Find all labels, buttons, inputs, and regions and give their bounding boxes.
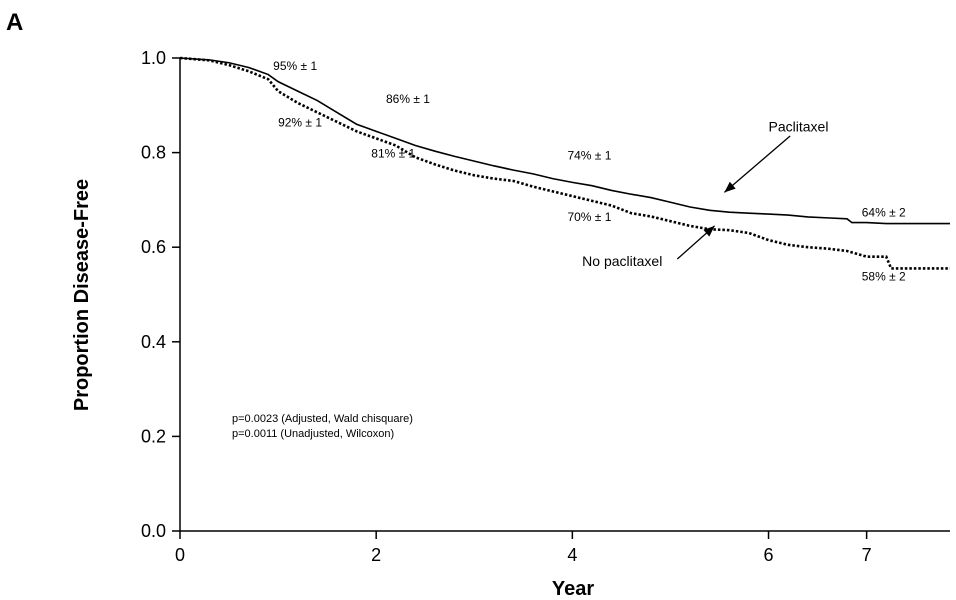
axes [179, 58, 950, 532]
x-tick-label: 0 [175, 545, 185, 565]
stats-line-2: p=0.0011 (Unadjusted, Wilcoxon) [232, 428, 394, 440]
y-tick-label: 0.4 [141, 332, 166, 352]
x-axis-title: Year [552, 578, 594, 600]
series-layer [179, 56, 950, 270]
data-annotation: 81% ± 1 [371, 146, 415, 160]
stats-line-1: p=0.0023 (Adjusted, Wald chisquare) [232, 413, 413, 425]
stats-text: p=0.0023 (Adjusted, Wald chisquare) p=0.… [232, 413, 413, 440]
y-tick-label: 0.6 [141, 237, 166, 257]
y-tick-label: 1.0 [141, 48, 166, 68]
arrow-head [703, 225, 715, 237]
x-ticks: 0 2 4 6 7 [175, 531, 872, 565]
y-ticks: 0.0 0.2 0.4 0.6 0.8 1.0 [141, 48, 180, 541]
data-annotation: 64% ± 2 [862, 205, 906, 219]
arrow-head [724, 181, 736, 193]
annotations-layer: 95% ± 1 92% ± 1 86% ± 1 81% ± 1 74% ± 1 70% ±… [273, 59, 906, 283]
series-label: Paclitaxel [769, 118, 829, 134]
y-tick-label: 0.0 [141, 521, 166, 541]
arrow-shaft [723, 135, 791, 193]
data-annotation: 86% ± 1 [386, 92, 430, 106]
arrows-layer [676, 135, 791, 260]
data-annotation: 74% ± 1 [567, 149, 611, 163]
y-tick-label: 0.2 [141, 426, 166, 446]
x-tick-label: 4 [567, 545, 577, 565]
y-axis-title: Proportion Disease-Free [71, 179, 93, 411]
series-labels-layer: Paclitaxel No paclitaxel [582, 118, 828, 269]
data-annotation: 95% ± 1 [273, 59, 317, 73]
data-annotation: 58% ± 2 [862, 269, 906, 283]
data-annotation: 92% ± 1 [278, 116, 322, 130]
panel-label: A [6, 9, 23, 36]
data-annotation: 70% ± 1 [567, 210, 611, 224]
series-line-paclitaxel [179, 57, 950, 225]
x-tick-label: 6 [764, 545, 774, 565]
x-tick-label: 7 [862, 545, 872, 565]
y-tick-label: 0.8 [141, 143, 166, 163]
series-line-no-paclitaxel [179, 56, 950, 270]
series-label: No paclitaxel [582, 253, 662, 269]
x-tick-label: 2 [371, 545, 381, 565]
